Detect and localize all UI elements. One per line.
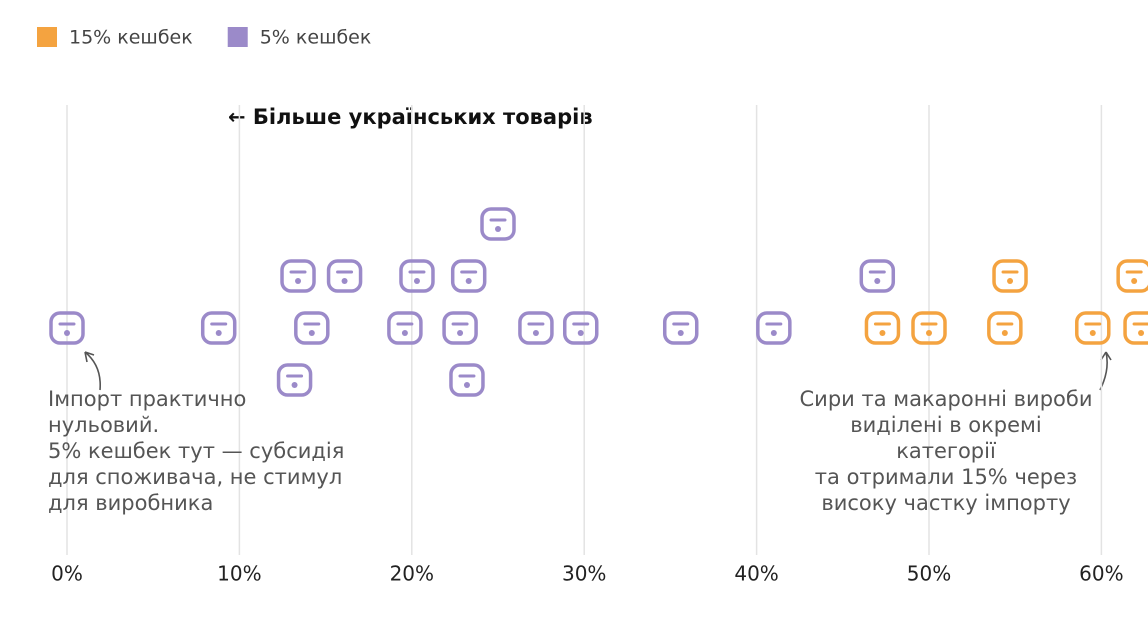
data-icon <box>859 259 896 293</box>
x-tick-label: 20% <box>390 562 434 586</box>
icon-detail <box>295 278 302 284</box>
annotation: нульовий. <box>48 413 159 437</box>
data-icon <box>276 363 313 397</box>
x-tick-label: 30% <box>562 562 606 586</box>
icon-detail <box>341 278 348 284</box>
icon-outline <box>756 311 792 345</box>
data-icon <box>1075 311 1111 345</box>
data-icon <box>387 311 423 345</box>
icon-detail <box>465 278 472 284</box>
x-tick-label: 0% <box>51 562 83 586</box>
icon-detail <box>463 382 470 388</box>
data-icon <box>480 207 516 241</box>
icon-detail <box>1001 330 1008 336</box>
legend-swatch <box>227 27 248 47</box>
data-icon <box>662 311 699 345</box>
legend-label: 15% кешбек <box>69 27 193 49</box>
annotation: 5% кешбек тут — субсидія <box>48 439 344 463</box>
data-icon <box>326 259 363 293</box>
icon-outline <box>662 311 699 345</box>
data-icon <box>49 311 85 345</box>
data-icon <box>294 311 330 345</box>
data-icon <box>200 311 237 345</box>
data-icon <box>992 259 1028 293</box>
annotation: високу частку імпорту <box>821 491 1070 515</box>
legend-label: 5% кешбек <box>260 27 372 49</box>
data-icon <box>450 259 487 293</box>
data-icon <box>518 311 554 345</box>
data-icon <box>442 311 478 345</box>
icon-detail <box>1138 330 1145 336</box>
icon-detail <box>291 382 298 388</box>
icon-detail <box>1007 278 1014 284</box>
icon-detail <box>495 226 501 232</box>
icon-outline <box>1123 311 1148 345</box>
header: ← Більше українських товарів <box>228 105 593 129</box>
annotation: виділені в окремі <box>850 413 1041 437</box>
annotation: Імпорт практично <box>48 387 246 411</box>
icon-outline <box>518 311 554 345</box>
icon-outline <box>563 311 599 345</box>
data-icon <box>1116 259 1148 293</box>
icon-detail <box>926 330 932 336</box>
x-tick-label: 40% <box>734 562 778 586</box>
annotation: Сири та макаронні вироби <box>800 387 1093 411</box>
data-icon <box>911 311 947 345</box>
icon-outline <box>1075 311 1111 345</box>
icon-outline <box>480 207 516 241</box>
icon-detail <box>64 330 70 336</box>
icon-outline <box>280 259 316 293</box>
icon-detail <box>532 330 539 336</box>
data-icon <box>280 259 316 293</box>
icon-detail <box>401 330 408 336</box>
data-icon <box>864 311 901 345</box>
icon-outline <box>449 363 485 397</box>
annotation-arrow <box>84 351 102 391</box>
icon-detail <box>1089 330 1096 336</box>
data-icon <box>1123 311 1148 345</box>
annotation: для споживача, не стимул <box>48 465 342 489</box>
icon-outline <box>864 311 901 345</box>
icon-outline <box>276 363 313 397</box>
annotation: для виробника <box>48 491 213 515</box>
x-tick-label: 10% <box>217 562 261 586</box>
x-tick-label: 60% <box>1079 562 1123 586</box>
icon-detail <box>413 278 420 284</box>
data-icon <box>563 311 599 345</box>
icon-outline <box>1116 259 1148 293</box>
icon-outline <box>450 259 487 293</box>
data-icon <box>987 311 1023 345</box>
icon-outline <box>294 311 330 345</box>
icon-outline <box>992 259 1028 293</box>
icon-outline <box>387 311 423 345</box>
data-icon <box>756 311 792 345</box>
icon-outline <box>399 259 435 293</box>
icon-detail <box>215 330 222 336</box>
annotation: категорії <box>896 439 996 463</box>
icon-outline <box>911 311 947 345</box>
icon-detail <box>577 330 584 336</box>
icon-outline <box>987 311 1023 345</box>
icon-detail <box>874 278 881 284</box>
icon-detail <box>770 330 777 336</box>
icon-outline <box>859 259 896 293</box>
x-tick-label: 50% <box>907 562 951 586</box>
annotation: та отримали 15% через <box>815 465 1077 489</box>
data-icon <box>399 259 435 293</box>
icon-outline <box>49 311 85 345</box>
icon-outline <box>442 311 478 345</box>
icon-detail <box>1131 278 1138 284</box>
icon-detail <box>308 330 315 336</box>
icon-detail <box>677 330 684 336</box>
icon-outline <box>200 311 237 345</box>
icon-detail <box>879 330 886 336</box>
icon-detail <box>457 330 464 336</box>
legend-swatch <box>37 27 57 47</box>
icon-outline <box>326 259 363 293</box>
data-icon <box>449 363 485 397</box>
